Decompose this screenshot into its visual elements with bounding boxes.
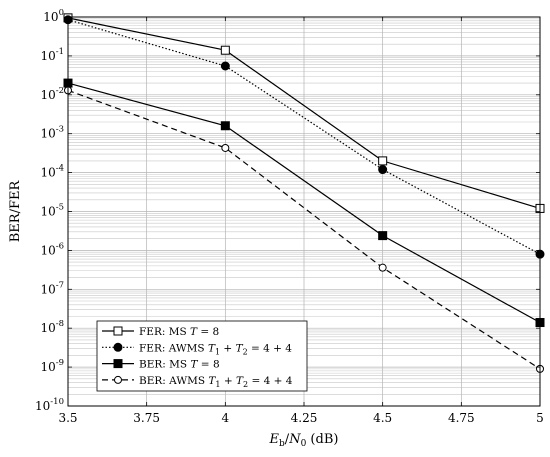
legend-label: BER: MS T = 8: [139, 359, 220, 371]
y-axis-label: BER/FER: [8, 180, 23, 243]
x-axis-label: Eb/N0 (dB): [269, 432, 339, 449]
legend: FER: MS T = 8 FER: AWMS T1 + T2 = 4 + 4 BE…: [96, 320, 308, 392]
legend-entry: FER: MS T = 8: [102, 326, 219, 338]
axis-ticks: [67, 16, 541, 407]
x-tick-label: 5: [536, 411, 544, 425]
series-line: [67, 19, 541, 255]
y-tick-label: 10-6: [40, 241, 64, 257]
legend-marker: [113, 326, 123, 336]
data-point: [221, 143, 230, 152]
legend-label: FER: AWMS T1 + T2 = 4 + 4: [139, 342, 292, 356]
legend-marker: [113, 342, 123, 352]
x-tick-label: 4.25: [291, 411, 318, 425]
y-tick-label: 10-7: [40, 280, 64, 296]
y-tick-label: 10-10: [35, 397, 64, 413]
y-tick-label: 10-2: [40, 86, 64, 102]
x-tick-label: 4.5: [373, 411, 392, 425]
y-tick-label: 10-4: [40, 164, 64, 180]
data-point: [378, 165, 388, 175]
x-tick-label: 4: [222, 411, 230, 425]
y-tick-label: 100: [43, 8, 64, 24]
series-line: [67, 89, 541, 370]
data-point: [378, 231, 388, 241]
legend-marker: [113, 359, 123, 369]
y-tick-label: 10-8: [40, 319, 64, 335]
data-point: [220, 61, 230, 71]
series-line: [67, 82, 541, 324]
data-point: [378, 263, 387, 272]
y-tick-label: 10-1: [40, 47, 64, 63]
data-point: [220, 121, 230, 131]
series-line: [67, 17, 541, 209]
y-tick-label: 10-3: [40, 125, 64, 141]
y-tick-label: 10-9: [40, 358, 64, 374]
legend-entry: BER: MS T = 8: [102, 359, 220, 371]
legend-label: FER: MS T = 8: [139, 326, 219, 338]
legend-marker: [114, 375, 122, 384]
y-tick-labels: 100 10-1 10-2 10-3 10-4 10-5 10-6 10-7 10-8 10-9 1…: [35, 8, 64, 413]
y-tick-label: 10-5: [40, 203, 64, 219]
x-tick-labels: 3.5 3.75 4 4.25 4.5 4.75 5: [58, 411, 543, 425]
x-tick-label: 3.5: [58, 411, 77, 425]
legend-entry: BER: AWMS T1 + T2 = 4 + 4: [102, 375, 293, 389]
legend-entry: FER: AWMS T1 + T2 = 4 + 4: [102, 342, 292, 356]
x-tick-label: 3.75: [133, 411, 160, 425]
data-point: [220, 45, 230, 55]
x-tick-label: 4.75: [448, 411, 475, 425]
data-point: [378, 156, 388, 166]
legend-label: BER: AWMS T1 + T2 = 4 + 4: [139, 375, 293, 389]
